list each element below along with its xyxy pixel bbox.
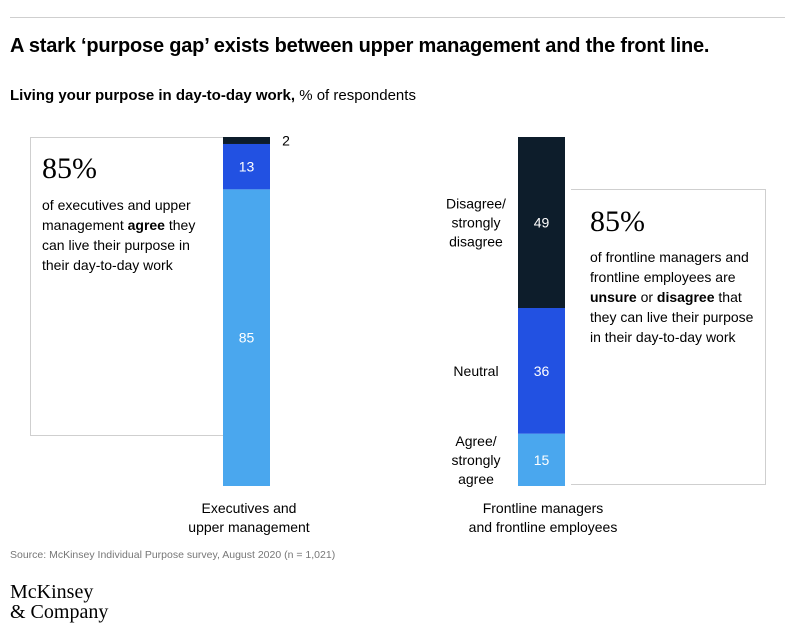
mckinsey-logo: McKinsey & Company [10,582,108,622]
bar-segment-1-1 [518,308,565,434]
chart-headline: A stark ‘purpose gap’ exists between upp… [10,35,710,57]
bar-value-label-1-0: 15 [534,452,550,468]
category-label-1-line-1: and frontline employees [469,519,618,535]
callout-executives-text-post: they can live their purpose in their day… [42,217,196,273]
logo-line-2: & Company [10,601,109,623]
callout-frontline-disagree: disagree [656,289,715,305]
stacked-bar-chart: 85 13 2 Executives and upper management 15 Agr… [188,132,618,535]
subtitle-unit: % of respondents [295,87,416,104]
callout-frontline-text: of frontline managers and frontline empl… [590,247,760,347]
bar-segment-0-0 [223,189,270,486]
callout-frontline-text-pre: of frontline managers and frontline empl… [590,249,749,285]
callout-frontline [571,189,766,485]
series-label-2-line-1: strongly [451,215,500,231]
callout-frontline-unsure: unsure [590,289,637,305]
callout-frontline-text-mid: or [636,289,657,305]
bar-segment-0-2 [223,137,270,144]
logo-line-1: McKinsey [10,581,94,603]
bar-segment-0-1 [223,143,270,190]
bar-value-label-0-0: 85 [239,330,255,346]
bar-value-label-0-2: 2 [282,132,290,148]
bar-value-label-1-2: 49 [534,215,550,231]
bar-value-label-1-1: 36 [534,363,550,379]
series-label-2-line-0: Disagree/ [446,196,506,212]
callout-frontline-text-post: that they can live their purpose in thei… [590,289,754,345]
callout-executives-agree: agree [127,217,165,233]
bar-value-label-0-1: 13 [239,159,255,175]
top-rule [10,17,785,18]
subtitle-bold: Living your purpose in day-to-day work, [10,87,296,104]
series-label-0-line-0: Agree/ [455,433,496,449]
callout-frontline-percent: 85% [590,205,645,238]
callout-executives [30,137,224,436]
series-label-0-line-1: strongly [451,452,500,468]
callout-executives-text-pre: of executives and upper management [42,197,191,233]
callout-executives-text: of executives and upper management agree… [42,195,214,275]
series-label-1-line-0: Neutral [453,363,498,379]
category-label-0-line-0: Executives and [202,500,297,516]
callout-executives-percent: 85% [42,152,97,185]
series-label-2-line-2: disagree [449,234,503,250]
source-note: Source: McKinsey Individual Purpose surv… [10,549,336,561]
series-label-0-line-2: agree [458,471,494,487]
category-label-1-line-0: Frontline managers [483,500,604,516]
category-label-0-line-1: upper management [188,519,310,535]
chart-subtitle: Living your purpose in day-to-day work, … [10,87,416,104]
bar-segment-1-0 [518,433,565,486]
bar-segment-1-2 [518,137,565,309]
